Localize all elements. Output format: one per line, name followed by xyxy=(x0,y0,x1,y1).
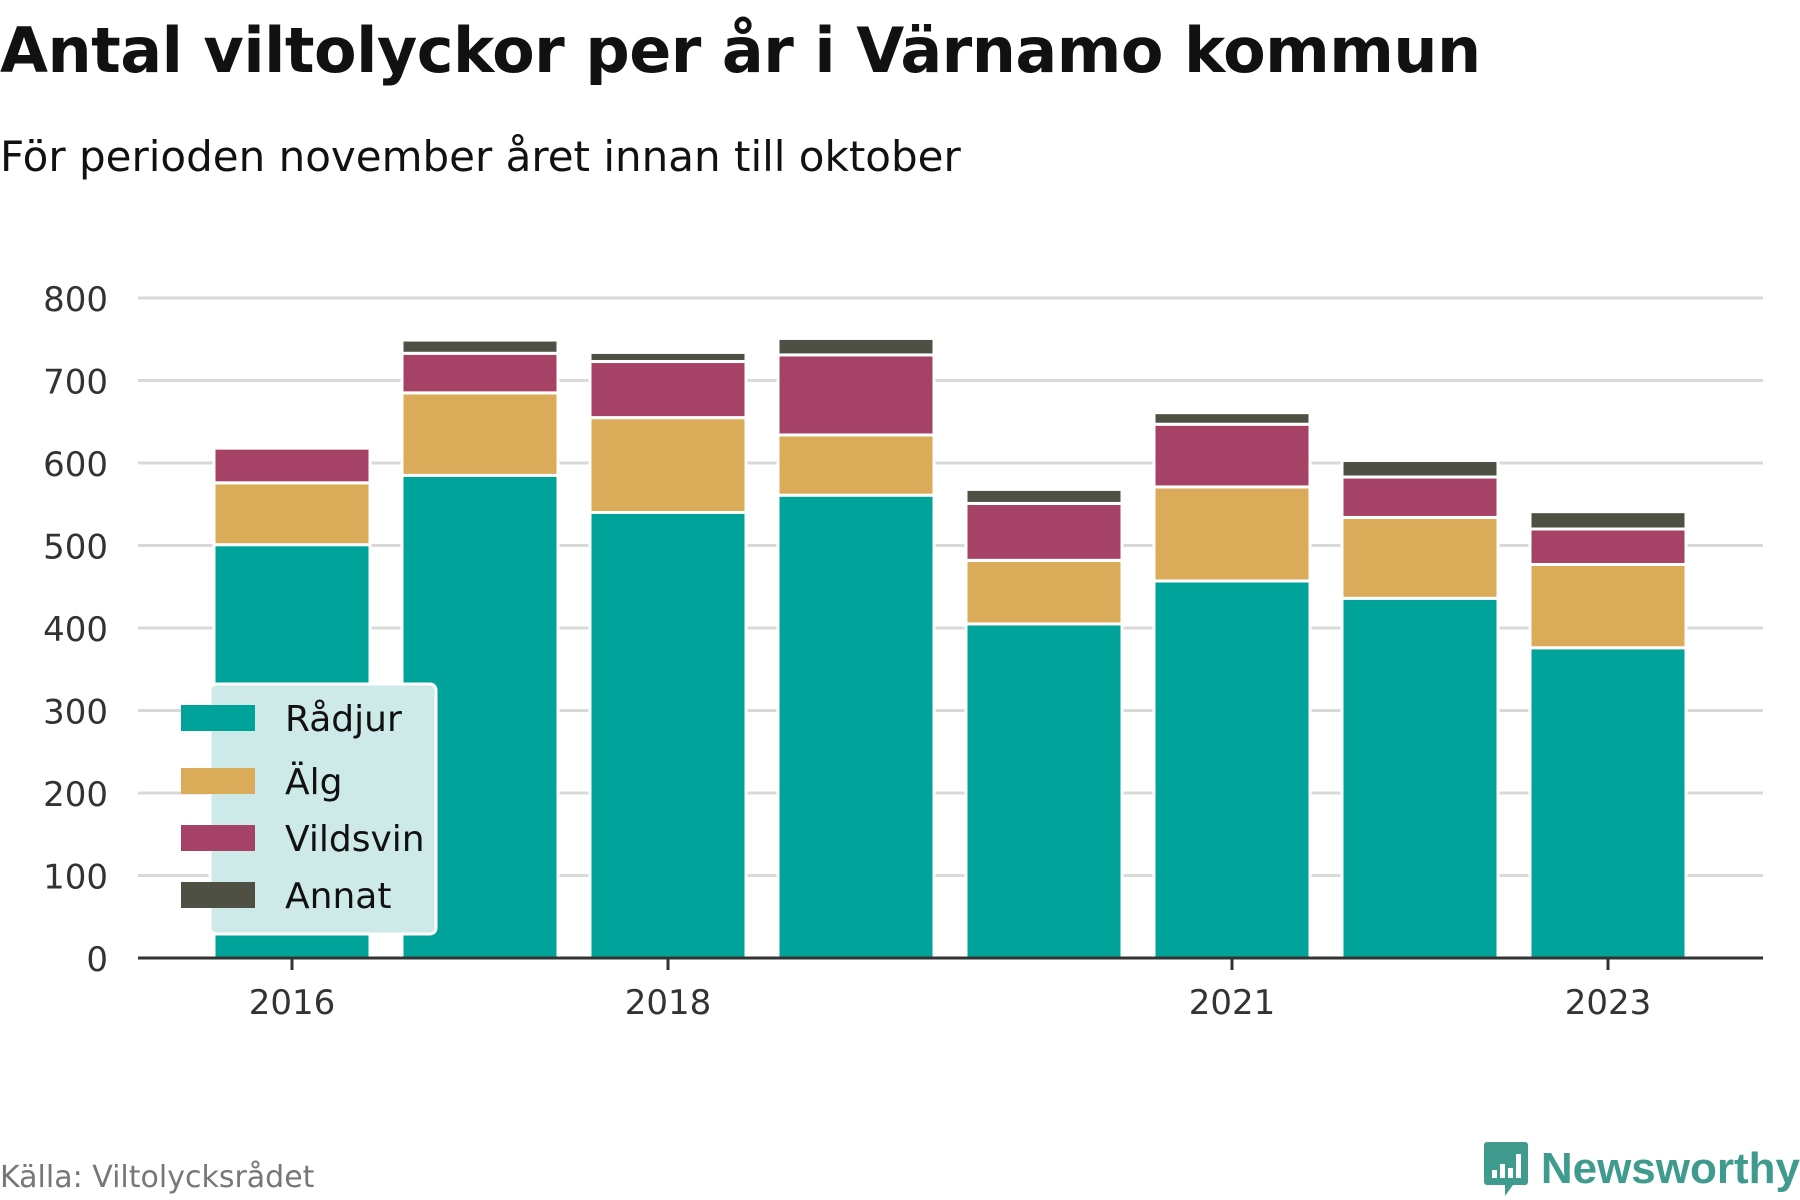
y-tick-label: 300 xyxy=(43,693,108,733)
bar-segment-annat xyxy=(776,336,936,357)
bar-segment-älg xyxy=(588,416,748,514)
bar-segment-vildsvin xyxy=(1152,422,1312,489)
newsworthy-logo: Newsworthy xyxy=(1483,1140,1800,1198)
bar-segment-vildsvin xyxy=(776,353,936,437)
bar-segment-annat xyxy=(588,350,748,364)
y-tick-label: 600 xyxy=(43,445,108,485)
bar-segment-rådjur xyxy=(1528,646,1688,960)
legend: Rådjur Älg Vildsvin Annat xyxy=(181,682,438,936)
x-axis: 2016 2018 2021 2023 xyxy=(138,956,1763,1023)
bar-segment-rådjur xyxy=(776,493,936,960)
y-tick-label: 100 xyxy=(43,858,108,898)
bar-segment-vildsvin xyxy=(1340,475,1500,519)
y-tick-label: 500 xyxy=(43,528,108,568)
legend-swatch-rådjur xyxy=(181,705,255,731)
bar-segment-rådjur xyxy=(964,622,1124,960)
bar-segment-annat xyxy=(964,487,1124,505)
bar-segment-rådjur xyxy=(1340,596,1500,960)
bar-segment-vildsvin xyxy=(1528,527,1688,566)
legend-swatch-vildsvin xyxy=(181,825,255,851)
bar-segment-rådjur xyxy=(588,511,748,960)
legend-swatch-annat xyxy=(181,882,255,908)
bar-segment-älg xyxy=(964,558,1124,626)
x-tick-label: 2016 xyxy=(249,983,336,1023)
bar-segment-älg xyxy=(400,391,560,477)
legend-box xyxy=(208,682,438,936)
bars xyxy=(212,336,1688,960)
bar-segment-annat xyxy=(1152,411,1312,426)
chart-subtitle: För perioden november året innan till ok… xyxy=(0,132,961,181)
bar-segment-älg xyxy=(1152,485,1312,583)
bar-segment-älg xyxy=(212,481,372,547)
source-note: Källa: Viltolycksrådet xyxy=(0,1160,315,1195)
x-tick-label: 2023 xyxy=(1565,983,1652,1023)
bar-segment-vildsvin xyxy=(964,501,1124,562)
y-tick-label: 400 xyxy=(43,610,108,650)
x-tick-label: 2018 xyxy=(625,983,712,1023)
bar-segment-vildsvin xyxy=(588,360,748,420)
bar-segment-annat xyxy=(1528,510,1688,531)
y-tick-label: 0 xyxy=(86,940,108,980)
bar-segment-vildsvin xyxy=(212,446,372,485)
y-tick-label: 700 xyxy=(43,363,108,403)
bar-segment-älg xyxy=(1528,562,1688,650)
x-tick-label: 2021 xyxy=(1189,983,1276,1023)
y-tick-label: 200 xyxy=(43,775,108,815)
legend-swatch-älg xyxy=(181,768,255,794)
legend-label: Älg xyxy=(285,761,342,803)
bar-segment-rådjur xyxy=(1152,579,1312,960)
bar-segment-vildsvin xyxy=(400,351,560,395)
y-tick-label: 800 xyxy=(43,280,108,320)
bar-segment-älg xyxy=(776,433,936,497)
legend-label: Vildsvin xyxy=(285,819,425,860)
brand-name: Newsworthy xyxy=(1540,1144,1800,1193)
bar-segment-älg xyxy=(1340,515,1500,600)
legend-label: Annat xyxy=(285,876,391,917)
bar-segment-annat xyxy=(1340,459,1500,479)
y-axis-ticks: 0 100 200 300 400 500 600 700 800 xyxy=(43,280,108,980)
legend-label: Rådjur xyxy=(285,699,402,740)
chart-title: Antal viltolyckor per år i Värnamo kommu… xyxy=(0,14,1481,87)
bar-segment-annat xyxy=(400,338,560,355)
newsworthy-logo-icon xyxy=(1483,1142,1528,1196)
